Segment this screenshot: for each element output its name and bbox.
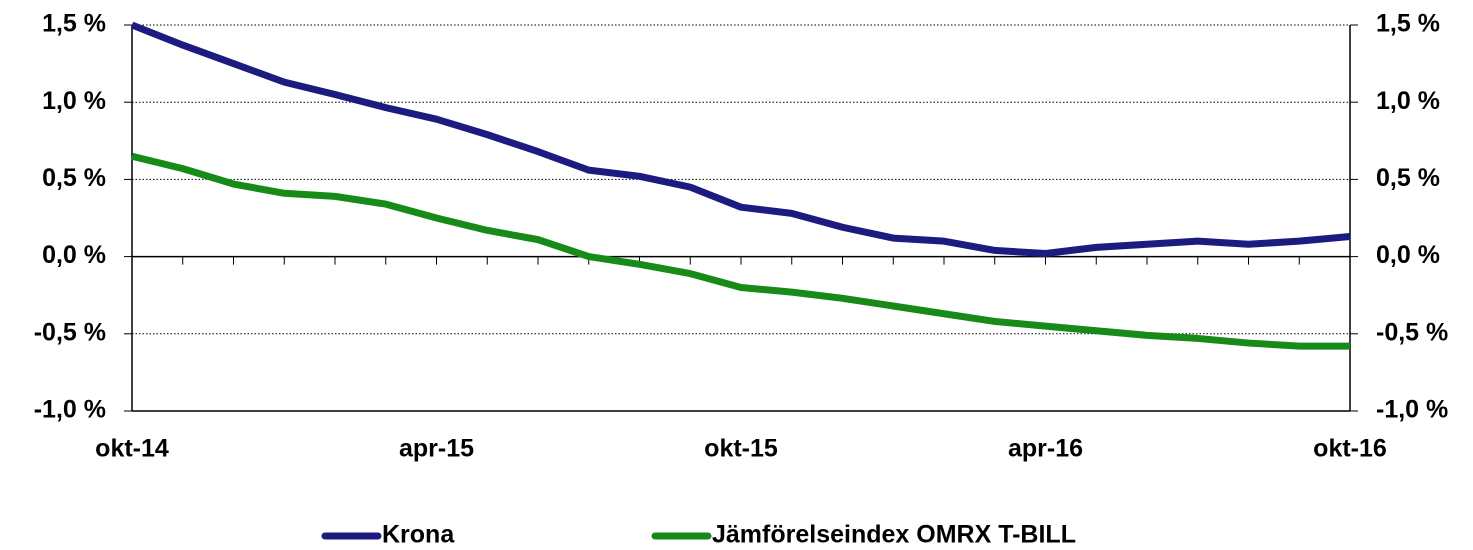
x-tick-label: okt-16 xyxy=(1313,435,1387,463)
y2-tick-label: -0,5 % xyxy=(1376,318,1448,346)
legend-label: Krona xyxy=(382,521,455,549)
legend-label: Jämförelseindex OMRX T-BILL xyxy=(712,521,1076,549)
x-tick-label: apr-15 xyxy=(399,435,474,463)
y2-tick-label: 1,0 % xyxy=(1376,87,1440,115)
y-tick-label: -0,5 % xyxy=(34,318,106,346)
series-line xyxy=(130,21,1351,258)
y2-tick-label: -1,0 % xyxy=(1376,396,1448,424)
y2-tick-label: 0,5 % xyxy=(1376,164,1440,192)
series-line xyxy=(131,152,1350,350)
x-tick-label: okt-14 xyxy=(95,435,169,463)
y2-tick-label: 0,0 % xyxy=(1376,241,1440,269)
y-tick-label: 0,5 % xyxy=(42,164,106,192)
y-tick-label: 1,5 % xyxy=(42,10,106,38)
y-tick-label: -1,0 % xyxy=(34,396,106,424)
x-tick-label: apr-16 xyxy=(1008,435,1083,463)
y2-tick-label: 1,5 % xyxy=(1376,10,1440,38)
y-tick-label: 0,0 % xyxy=(42,241,106,269)
x-tick-label: okt-15 xyxy=(704,435,778,463)
y-tick-label: 1,0 % xyxy=(42,87,106,115)
